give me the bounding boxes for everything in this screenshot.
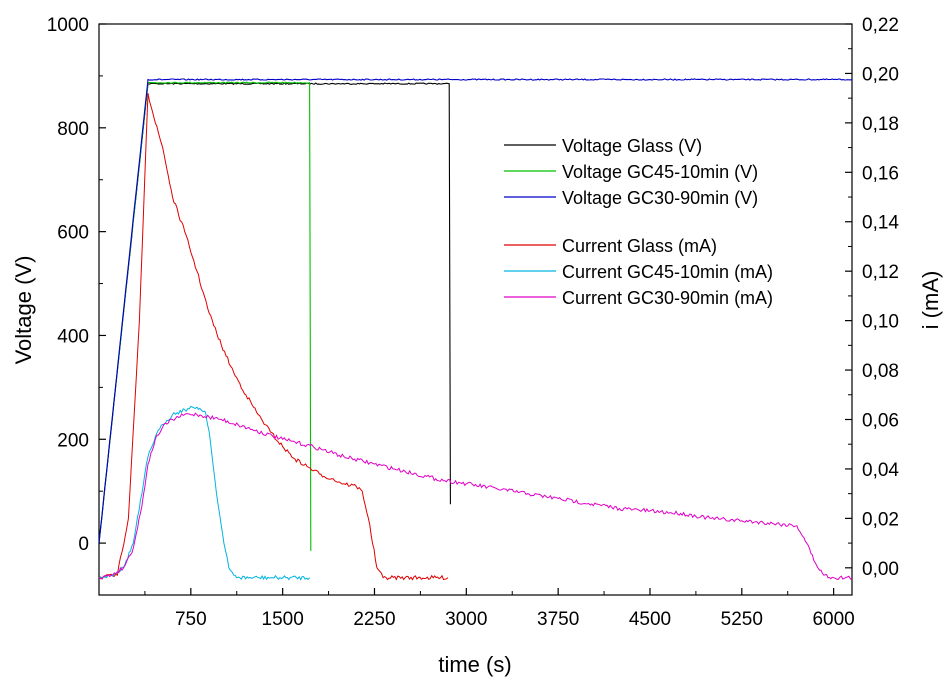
y-tick-label: 0 xyxy=(78,534,89,555)
series-layer xyxy=(98,78,853,581)
y2-tick-label: 0,22 xyxy=(862,15,899,36)
axes-layer: 750 1500 2250 3000 3750 4500 5250 6000 0 200 400 60… xyxy=(47,15,900,630)
plot-frame xyxy=(98,23,853,596)
legend-label: Current GC45-10min (mA) xyxy=(562,262,773,282)
y-tick-label: 800 xyxy=(57,119,89,140)
series-line-1 xyxy=(98,82,451,544)
legend-label: Current Glass (mA) xyxy=(562,236,717,256)
series-line-6 xyxy=(98,412,853,580)
legend-label: Voltage GC30-90min (V) xyxy=(562,188,758,208)
legend: Voltage Glass (V) Voltage GC45-10min (V) V… xyxy=(504,136,773,308)
x-tick-label: 1500 xyxy=(262,609,304,630)
y-axis-label: Voltage (V) xyxy=(11,256,36,365)
y-tick-label: 1000 xyxy=(47,15,89,36)
x-tick-label: 4500 xyxy=(629,609,671,630)
y2-tick-label: 0,10 xyxy=(862,312,899,333)
y2-tick-label: 0,08 xyxy=(862,361,899,382)
legend-label: Current GC30-90min (mA) xyxy=(562,288,773,308)
y2-tick-label: 0,12 xyxy=(862,262,899,283)
x-tick-label: 2250 xyxy=(353,609,395,630)
x-tick-label: 5250 xyxy=(721,609,763,630)
y2-tick-label: 0,16 xyxy=(862,163,899,184)
y2-tick-label: 0,14 xyxy=(862,213,899,234)
y2-tick-label: 0,02 xyxy=(862,509,899,530)
y2-tick-label: 0,00 xyxy=(862,559,899,580)
series-line-3 xyxy=(98,78,853,544)
legend-label: Voltage Glass (V) xyxy=(562,136,702,156)
legend-label: Voltage GC45-10min (V) xyxy=(562,162,758,182)
y2-tick-label: 0,18 xyxy=(862,114,899,135)
series-line-5 xyxy=(98,405,310,581)
y2-tick-label: 0,04 xyxy=(862,460,899,481)
series-line-4 xyxy=(98,93,449,581)
x-tick-label: 6000 xyxy=(812,609,854,630)
x-axis-label: time (s) xyxy=(438,652,511,677)
y2-tick-label: 0,06 xyxy=(862,410,899,431)
y-tick-label: 200 xyxy=(57,430,89,451)
x-tick-label: 750 xyxy=(175,609,207,630)
y2-axis-label: i (mA) xyxy=(918,271,943,330)
y-tick-label: 400 xyxy=(57,326,89,347)
y-tick-label: 600 xyxy=(57,223,89,244)
y2-tick-label: 0,20 xyxy=(862,64,899,85)
x-tick-label: 3750 xyxy=(537,609,579,630)
x-tick-label: 3000 xyxy=(445,609,487,630)
